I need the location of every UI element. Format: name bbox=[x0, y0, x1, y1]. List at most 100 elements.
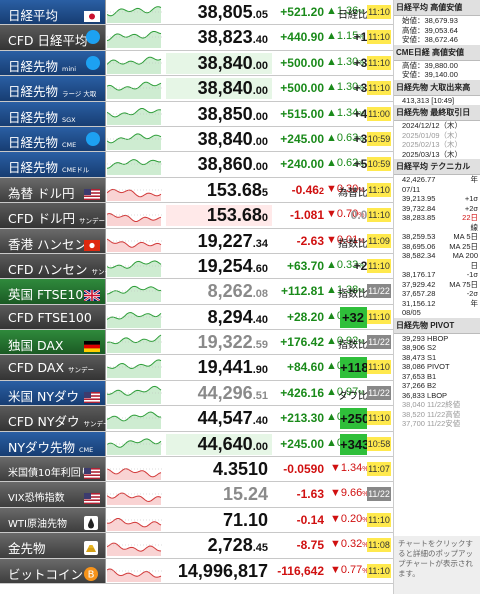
technical-line: 38,176.17 -1σ bbox=[394, 270, 480, 280]
instrument-name[interactable]: CFD ハンセン サンデー bbox=[0, 253, 118, 279]
quote-row[interactable]: CFD ドル円 サンデー 153.680 -1.081 ▼0.70% 0.00 11:10 bbox=[0, 203, 393, 229]
change: -8.75 bbox=[296, 538, 324, 553]
quote-row[interactable]: 独国 DAX 19,322.59 +176.42 ▲0.92% 指数比 11/22 bbox=[0, 330, 393, 356]
technical-label: +1σ bbox=[464, 194, 478, 203]
mini-chart[interactable] bbox=[107, 305, 163, 328]
quote-row[interactable]: 日経平均 38,805.05 +521.20 ▲1.36% 日経比 11:10 bbox=[0, 0, 393, 26]
instrument-name[interactable]: 米国 NYダウ bbox=[0, 380, 106, 406]
technical-line: 31,156.12 年 bbox=[394, 299, 480, 309]
twitter-icon[interactable] bbox=[86, 30, 100, 45]
mini-chart[interactable] bbox=[107, 331, 163, 354]
quote-row[interactable]: CFD NYダウ サンデー44,547.40+213.30▲0.48%+2501… bbox=[0, 406, 393, 432]
quote-row[interactable]: 香港 ハンセン 19,227.34 -2.63 ▼0.01% 指数比 11:09 bbox=[0, 228, 393, 254]
mini-chart[interactable] bbox=[107, 254, 163, 277]
mini-chart[interactable] bbox=[107, 559, 163, 582]
mini-chart[interactable] bbox=[107, 1, 163, 23]
mini-chart[interactable] bbox=[107, 153, 163, 176]
quote-row[interactable]: 英国 FTSE100 8,262.08 +112.81 ▲1.38% 指数比 11/22 bbox=[0, 279, 393, 305]
mini-chart[interactable] bbox=[107, 508, 163, 531]
compare-label[interactable]: ダウ比 bbox=[338, 390, 368, 402]
compare-label[interactable]: 日経比 bbox=[338, 10, 368, 21]
quote-row[interactable]: 日経先物 ラージ 大取 38,840.00 +500.00 ▲1.30% +35 11:1… bbox=[0, 76, 393, 102]
mini-chart[interactable] bbox=[107, 51, 163, 74]
technical-line: 37,657.28 -2σ bbox=[394, 289, 480, 299]
update-time: 11:10 bbox=[367, 182, 391, 197]
quote-row[interactable]: NYダウ先物 CME44,640.00+245.00▲0.55%+34310:5… bbox=[0, 431, 393, 458]
mini-chart[interactable] bbox=[107, 77, 163, 100]
instrument-name[interactable]: 英国 FTSE100 bbox=[0, 279, 106, 304]
quote-row[interactable]: 日経先物 mini 38,840.00 +500.00 ▲1.30% +35 11:10 bbox=[0, 50, 393, 77]
quote-row[interactable]: VIX恐怖指数 15.24 -1.63 ▼9.66% 11/22 bbox=[0, 482, 393, 508]
technical-value: 31,156.12 bbox=[402, 298, 436, 308]
instrument-name[interactable]: CFD ドル円 サンデー bbox=[0, 203, 106, 228]
mini-chart[interactable] bbox=[107, 26, 163, 49]
mini-chart[interactable] bbox=[107, 280, 163, 303]
quote-row[interactable]: 米国債10年利回り 4.3510 -0.0590 ▼1.34% 11:07 bbox=[0, 457, 393, 483]
instrument-name[interactable]: ビットコイン B bbox=[0, 558, 106, 583]
change: +515.00 bbox=[280, 106, 324, 121]
mini-chart[interactable] bbox=[107, 483, 163, 506]
compare-label[interactable]: 指数比 bbox=[338, 289, 368, 301]
instrument-name[interactable]: 日経先物 CME bbox=[0, 126, 106, 152]
quote-row[interactable]: 米国 NYダウ 44,296.51 +426.16 ▲0.97% ダウ比 11/22 bbox=[0, 380, 393, 407]
mini-chart[interactable] bbox=[107, 381, 163, 404]
technical-value: 38,695.06 bbox=[402, 241, 436, 251]
change-percent: ▼0.32% bbox=[330, 538, 369, 551]
mini-chart[interactable] bbox=[107, 178, 163, 201]
instrument-name[interactable]: 金先物 bbox=[0, 533, 106, 558]
technical-label: 日 bbox=[470, 260, 479, 270]
quote-row[interactable]: CFD 日経平均 38,823.40 +440.90 ▲1.15% +18 11:10 bbox=[0, 25, 393, 51]
quote-row[interactable]: ビットコイン B 14,996,817 -116,642 ▼0.77% 11:10 bbox=[0, 558, 393, 584]
mini-chart[interactable] bbox=[107, 204, 163, 227]
instrument-name[interactable]: CFD FTSE100 bbox=[0, 304, 106, 330]
quote-row[interactable]: 日経先物 CME 38,840.00 +245.00 ▲0.63% +35 10:59 bbox=[0, 126, 393, 153]
instrument-name[interactable]: WTI原油先物 bbox=[0, 507, 106, 533]
instrument-name[interactable]: 為替 ドル円 bbox=[0, 177, 106, 203]
compare-label[interactable]: 指数比 bbox=[338, 238, 368, 250]
instrument-name[interactable]: 香港 ハンセン bbox=[0, 228, 106, 253]
instrument-name[interactable]: CFD 日経平均 bbox=[0, 25, 106, 50]
instrument-name[interactable]: 米国債10年利回り bbox=[0, 457, 106, 482]
instrument-name[interactable]: 日経先物 ラージ 大取 bbox=[0, 76, 106, 101]
mini-chart[interactable] bbox=[107, 127, 163, 150]
instrument-name[interactable]: NYダウ先物 CME bbox=[0, 431, 106, 457]
twitter-icon[interactable] bbox=[86, 131, 100, 146]
instrument-name[interactable]: 独国 DAX bbox=[0, 330, 106, 355]
quote-row[interactable]: CFD ハンセン サンデー 19,254.60 +63.70 ▲0.33% +27 11:… bbox=[0, 253, 393, 280]
pivot-header: 日経先物 PIVOT bbox=[394, 317, 480, 334]
instrument-name[interactable]: 日経平均 bbox=[0, 0, 106, 25]
update-time: 10:59 bbox=[367, 157, 391, 172]
change: +500.00 bbox=[280, 81, 324, 96]
instrument-label: NYダウ先物 bbox=[8, 439, 75, 455]
mini-chart[interactable] bbox=[107, 534, 163, 557]
compare-label[interactable]: 為替比 bbox=[338, 187, 368, 199]
mini-chart[interactable] bbox=[107, 432, 163, 455]
instrument-label: ビットコイン bbox=[8, 566, 84, 582]
twitter-icon[interactable] bbox=[86, 55, 100, 70]
price: 2,728.45 bbox=[207, 535, 268, 556]
chart-help-note: チャートをクリックすると詳細のポップアップチャートが表示されます。 bbox=[394, 536, 480, 594]
mini-chart[interactable] bbox=[107, 407, 163, 430]
mini-chart[interactable] bbox=[107, 229, 163, 252]
mini-chart[interactable] bbox=[107, 102, 163, 125]
quote-row[interactable]: 為替 ドル円 153.685 -0.462 ▼0.30% 為替比 11:10 bbox=[0, 177, 393, 204]
quote-row[interactable]: WTI原油先物 71.10 -0.14 ▼0.20% 11:10 bbox=[0, 507, 393, 534]
quote-row[interactable]: 日経先物 CMEドル 38,860.00 +240.00 ▲0.62% +55 10:59 bbox=[0, 152, 393, 178]
side-line: 高値：39,053.64 bbox=[402, 25, 458, 35]
instrument-name[interactable]: CFD NYダウ サンデー bbox=[0, 406, 110, 431]
quote-row[interactable]: 金先物 2,728.45 -8.75 ▼0.32% 11:08 bbox=[0, 533, 393, 559]
instrument-name[interactable]: 日経先物 CMEドル bbox=[0, 152, 106, 177]
instrument-name[interactable]: CFD DAX サンデー bbox=[0, 355, 106, 380]
change-percent: ▲1.30% bbox=[326, 55, 365, 68]
quote-row[interactable]: 日経先物 SGX 38,850.00 +515.00 ▲1.34% +45 11:00 bbox=[0, 101, 393, 127]
mini-chart[interactable] bbox=[107, 458, 163, 481]
change-percent: ▲0.62% bbox=[326, 157, 365, 170]
mini-chart[interactable] bbox=[107, 356, 163, 379]
compare-label[interactable]: 指数比 bbox=[338, 340, 368, 352]
instrument-label: 日経先物 bbox=[8, 84, 59, 100]
instrument-name[interactable]: 日経先物 mini bbox=[0, 50, 106, 76]
instrument-name[interactable]: 日経先物 SGX bbox=[0, 101, 106, 126]
instrument-name[interactable]: VIX恐怖指数 bbox=[0, 482, 106, 507]
quote-row[interactable]: CFD DAX サンデー19,441.90+84.60▲0.44%+11811:… bbox=[0, 355, 393, 381]
